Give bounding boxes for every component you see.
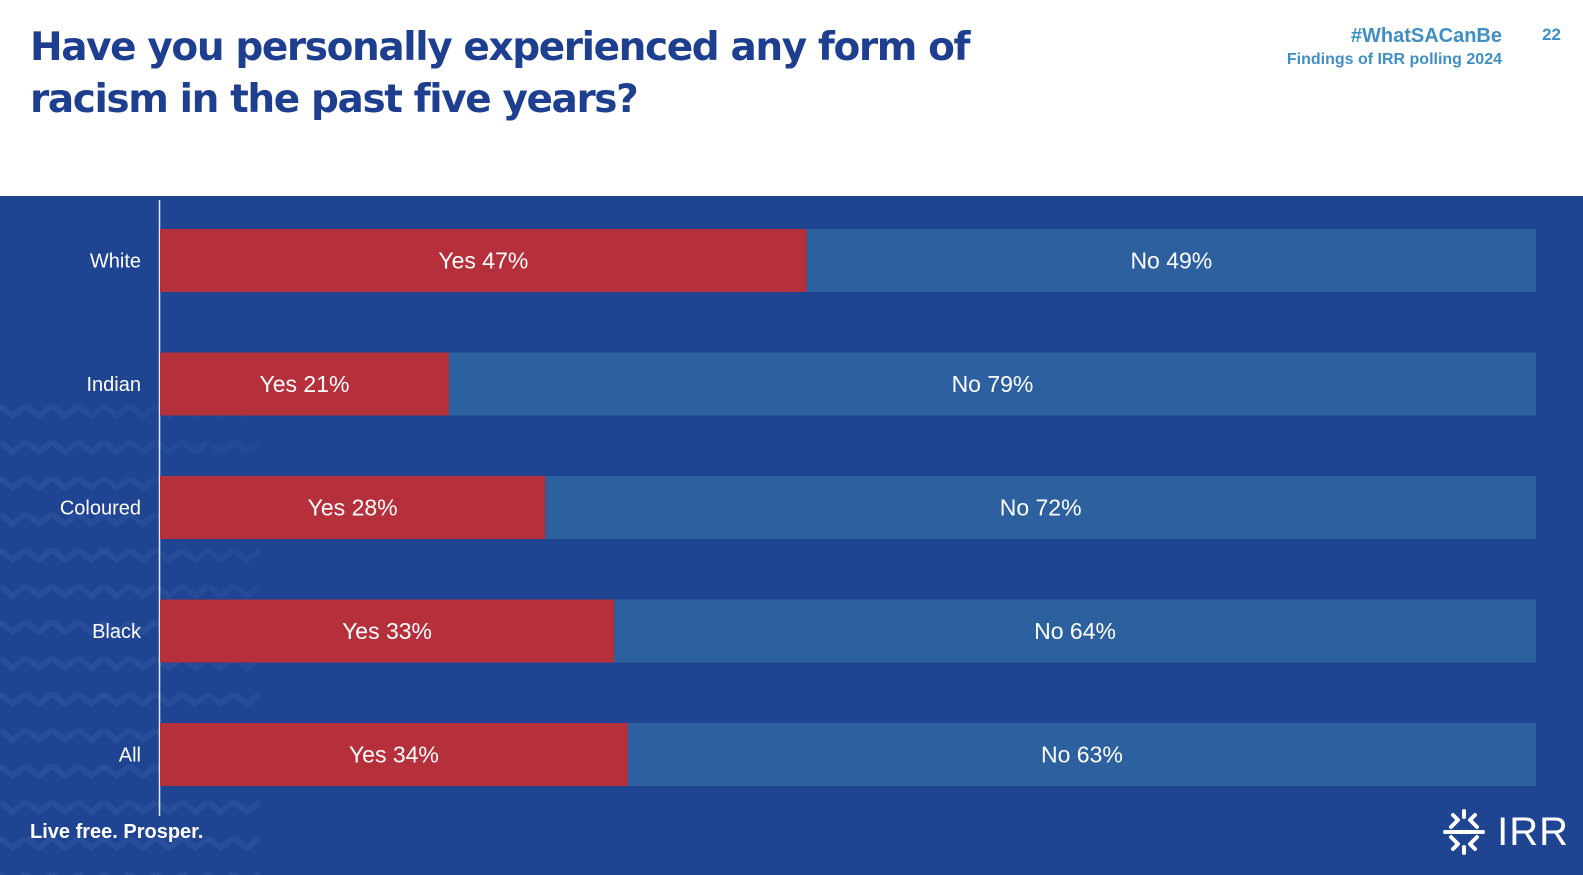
bar-yes: [160, 723, 628, 786]
bar-no-label: No 63%: [1041, 742, 1123, 768]
category-label: Black: [92, 621, 142, 643]
page-number: 22: [1542, 25, 1561, 44]
category-label: Coloured: [60, 498, 141, 520]
bar-yes-label: Yes 33%: [342, 618, 432, 644]
bar-yes-label: Yes 47%: [438, 248, 528, 274]
bar-yes: [160, 229, 807, 292]
slide-subtitle: Findings of IRR polling 2024: [1286, 51, 1502, 68]
bar-no: [614, 599, 1536, 663]
bar-no: [448, 352, 1537, 416]
irr-logo-icon: [1443, 809, 1486, 855]
bar-yes: [160, 352, 449, 416]
bar-no: [627, 723, 1536, 786]
slide-header: Have you personally experienced any form…: [0, 0, 1583, 196]
bar-no-label: No 79%: [952, 371, 1034, 397]
bar-no-label: No 72%: [1000, 495, 1082, 521]
bar-no: [545, 476, 1536, 539]
bar-no-label: No 64%: [1034, 618, 1116, 644]
bar-yes: [160, 599, 615, 663]
stacked-bar-chart: White Yes 47% No 49% Indian Yes 21% No 79% Col…: [60, 200, 1537, 816]
bar-no: [806, 229, 1536, 292]
category-label: Indian: [87, 374, 142, 396]
bar-yes-label: Yes 21%: [260, 371, 350, 397]
tagline: Live free. Prosper.: [30, 821, 204, 843]
category-label: All: [119, 745, 141, 767]
bar-yes-label: Yes 28%: [308, 495, 398, 521]
bar-no-label: No 49%: [1130, 248, 1212, 274]
bar-yes-label: Yes 34%: [349, 742, 439, 768]
slide-title: Have you personally experienced any form…: [30, 25, 971, 122]
logo-text: IRR: [1497, 809, 1569, 854]
category-label: White: [90, 251, 141, 273]
chart-panel: White Yes 47% No 49% Indian Yes 21% No 79% Col…: [0, 196, 1583, 875]
bar-yes: [160, 476, 546, 539]
irr-logo: IRR: [1439, 807, 1569, 857]
hashtag-label: #WhatSACanBe: [1350, 25, 1502, 47]
